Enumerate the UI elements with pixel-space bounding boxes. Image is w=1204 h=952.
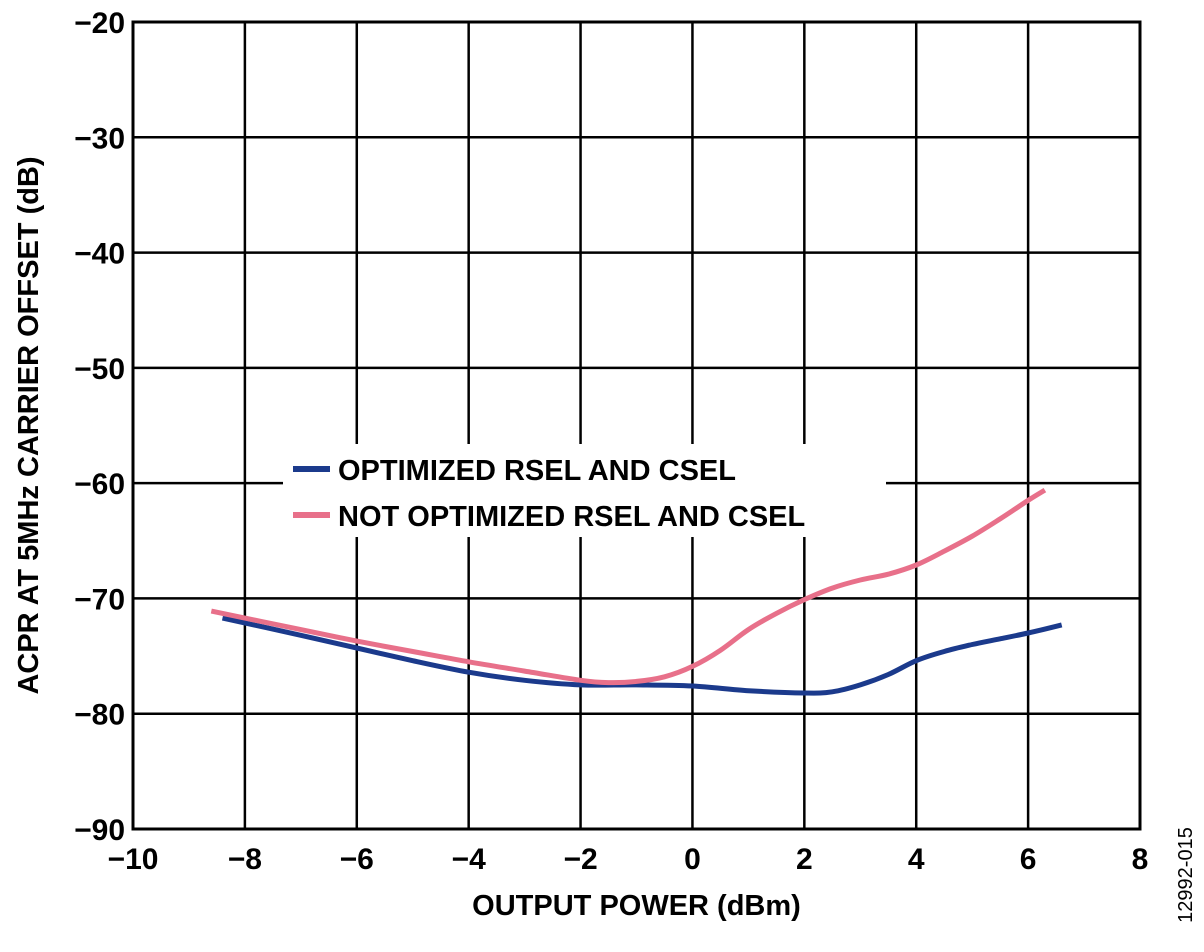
y-axis-title: ACPR AT 5MHz CARRIER OFFSET (dB) [13,156,45,694]
series-line-optimized [221,615,1063,696]
plot-frame [131,20,1142,831]
legend-background [283,444,886,537]
y-tick-label: −90 [74,814,125,847]
y-tick-label: −70 [74,583,125,616]
x-tick-label: −8 [228,843,262,876]
y-tick-label: −50 [74,353,125,386]
legend-label-optimized: OPTIMIZED RSEL AND CSEL [338,455,736,487]
x-tick-label: −10 [108,843,159,876]
figure-id: 12992-015 [1175,827,1197,923]
x-tick-label: 0 [684,843,701,876]
y-tick-label: −60 [74,468,125,501]
x-axis-title: OUTPUT POWER (dBm) [472,890,801,922]
series-line-not-optimized [210,487,1047,686]
y-tick-label: −40 [74,238,125,271]
y-tick-label: −20 [74,7,125,40]
x-tick-label: −4 [452,843,487,876]
x-tick-label: 4 [908,843,925,876]
legend: OPTIMIZED RSEL AND CSEL NOT OPTIMIZED RS… [283,444,886,537]
series-layer [210,487,1063,696]
x-tick-label: 2 [796,843,813,876]
y-tick-label: −30 [74,122,125,155]
x-tick-label: 6 [1020,843,1037,876]
x-tick-label: −6 [340,843,374,876]
x-tick-label: 8 [1132,843,1149,876]
y-tick-label: −80 [74,699,125,732]
tick-labels: −10 −8 −6 −4 −2 0 2 4 6 8−90−80−70−60−50−40−30−20 [74,7,1148,876]
x-tick-label: −2 [563,843,597,876]
legend-label-not-optimized: NOT OPTIMIZED RSEL AND CSEL [338,501,805,533]
